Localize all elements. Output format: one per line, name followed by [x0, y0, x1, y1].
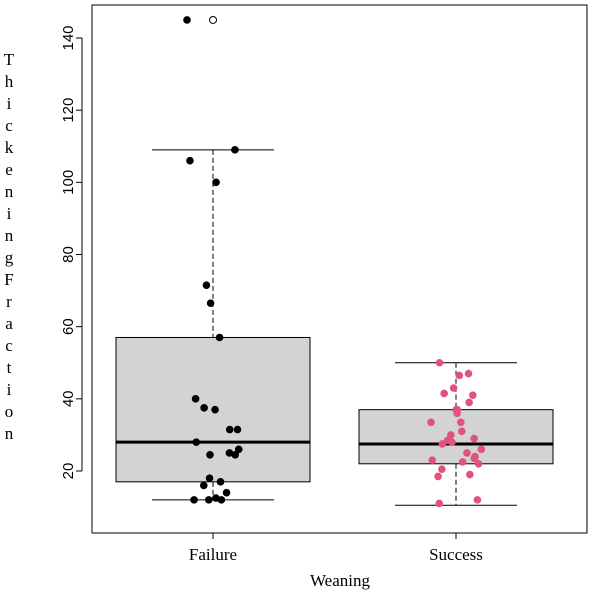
success-point-11: [457, 418, 465, 427]
y-tick-label-60: 60: [60, 318, 77, 335]
y-axis-title-letter: r: [6, 292, 12, 311]
y-axis-title-letter: c: [5, 116, 13, 135]
failure-point-17: [205, 474, 214, 483]
failure-point-3: [212, 178, 220, 187]
success-point-21: [470, 454, 479, 463]
y-tick-label-80: 80: [60, 246, 77, 263]
failure-point-11: [225, 425, 234, 434]
y-tick-label-140: 140: [60, 25, 77, 50]
success-point-2: [455, 371, 464, 380]
success-point-14: [470, 434, 478, 443]
success-point-3: [449, 384, 458, 392]
y-axis-title-letter: e: [5, 160, 13, 179]
success-box: [358, 409, 554, 465]
y-tick-label-100: 100: [60, 170, 77, 195]
x-axis-title: Weaning: [310, 571, 370, 590]
success-point-26: [466, 470, 474, 479]
axis-layer: 20 40 60 80 100 120 140 Failure Success: [60, 25, 483, 564]
failure-point-18: [216, 478, 225, 486]
y-axis-title-letter: i: [7, 380, 12, 399]
success-point-27: [434, 472, 442, 481]
failure-point-1: [231, 146, 239, 154]
failure-point-22: [217, 496, 226, 504]
failure-point-10: [233, 425, 242, 434]
y-axis-title-letter: o: [5, 402, 14, 421]
y-axis-title-letter: n: [5, 424, 14, 443]
y-axis-title-letter: i: [7, 94, 12, 113]
y-axis-title-letter: h: [5, 72, 14, 91]
failure-outlier-0: [209, 15, 217, 24]
success-point-24: [474, 459, 483, 468]
plot-layer: [115, 15, 554, 508]
failure-point-19: [199, 481, 208, 490]
y-axis-title-letter: t: [7, 358, 12, 377]
failure-point-6: [215, 333, 224, 342]
success-point-10: [427, 418, 435, 427]
failure-point-12: [192, 438, 201, 446]
x-tick-label-failure: Failure: [189, 545, 237, 564]
success-point-6: [465, 398, 473, 407]
failure-point-23: [205, 496, 213, 504]
failure-point-9: [211, 405, 219, 414]
y-tick-label-120: 120: [60, 98, 77, 123]
success-point-1: [464, 369, 473, 378]
success-point-28: [473, 496, 482, 504]
success-point-17: [438, 440, 447, 448]
failure-point-2: [186, 156, 194, 165]
failure-point-7: [191, 395, 200, 403]
success-point-9: [453, 409, 461, 418]
failure-point-8: [200, 404, 208, 412]
success-point-25: [438, 465, 446, 473]
y-axis-title-letter: g: [5, 248, 14, 267]
y-axis-title-letter: n: [5, 226, 14, 245]
x-tick-label-success: Success: [429, 545, 483, 564]
success-point-18: [477, 445, 486, 454]
failure-point-20: [222, 488, 231, 497]
y-axis-title-letter: F: [4, 270, 13, 289]
failure-point-5: [206, 299, 215, 308]
y-axis-title-letter: T: [4, 50, 15, 69]
success-point-29: [435, 499, 444, 508]
failure-point-15: [206, 450, 214, 459]
success-point-12: [457, 427, 466, 436]
failure-point-0: [183, 16, 191, 24]
y-axis-title-letter: n: [5, 182, 14, 201]
y-axis-title-letter: a: [5, 314, 13, 333]
y-axis-title-letter: k: [5, 138, 14, 157]
success-point-23: [458, 458, 467, 466]
y-axis-title-letter: i: [7, 204, 12, 223]
success-point-4: [440, 389, 448, 398]
success-point-19: [463, 449, 471, 457]
success-point-16: [448, 438, 456, 446]
failure-point-13: [234, 445, 243, 454]
success-point-0: [435, 358, 444, 367]
success-point-5: [469, 391, 477, 400]
failure-point-24: [190, 496, 198, 504]
success-point-22: [428, 456, 437, 464]
failure-point-16: [231, 450, 239, 459]
y-tick-label-40: 40: [60, 390, 77, 407]
y-axis-title-letter: c: [5, 336, 13, 355]
failure-point-4: [202, 281, 211, 289]
y-tick-label-20: 20: [60, 463, 77, 480]
